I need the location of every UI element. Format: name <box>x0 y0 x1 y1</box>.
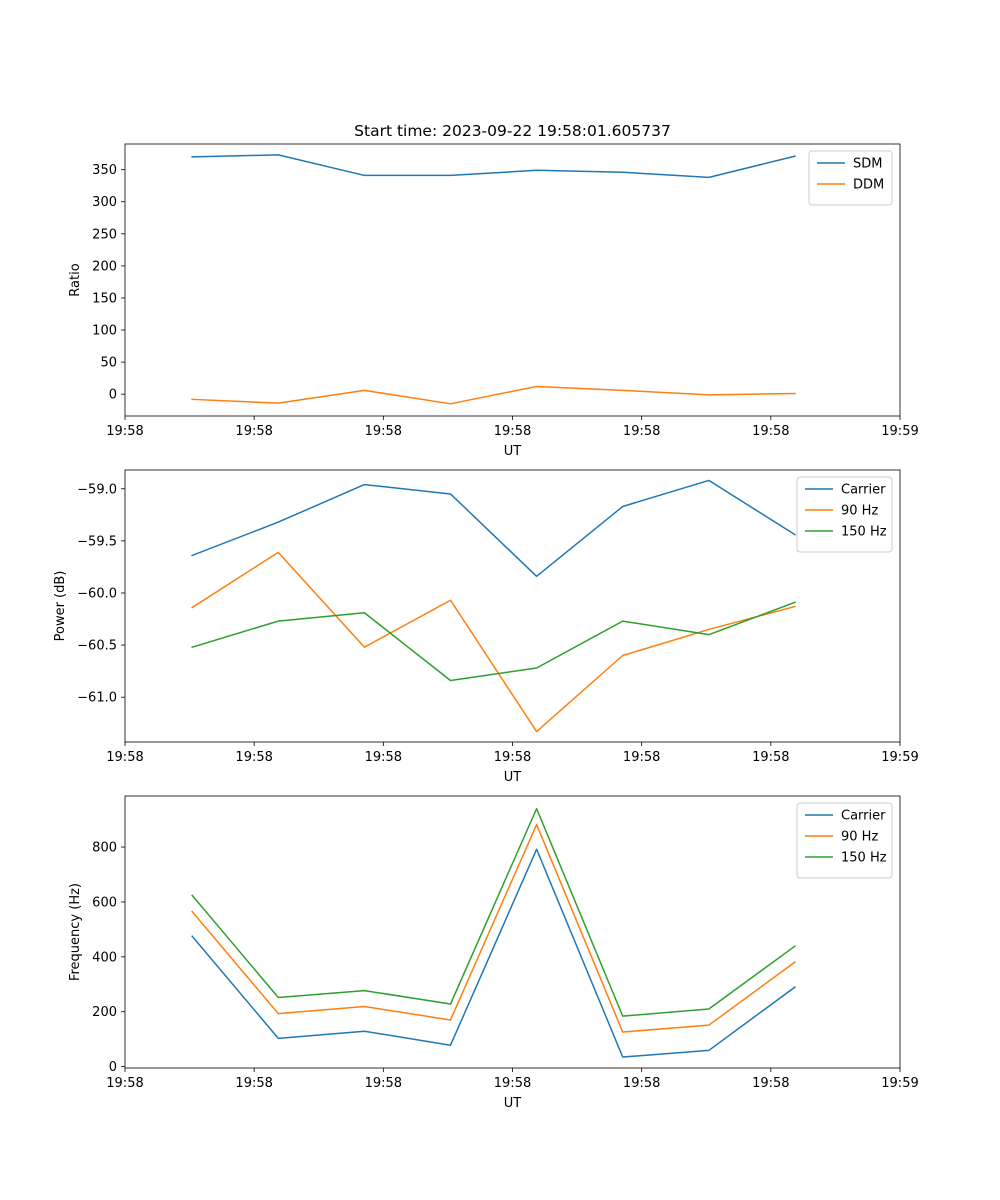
x-axis-label: UT <box>504 444 522 459</box>
series-line-carrier <box>191 848 796 1058</box>
y-tick-label: 0 <box>109 1060 117 1075</box>
x-tick-label: 19:58 <box>365 750 402 765</box>
axes-frame <box>124 143 901 417</box>
x-tick-label: 19:59 <box>881 750 918 765</box>
axes-frame <box>124 469 901 743</box>
series-line-carrier <box>191 479 796 578</box>
x-tick-label: 19:58 <box>235 424 272 439</box>
y-tick-label: 0 <box>109 388 117 403</box>
x-tick-label: 19:59 <box>881 424 918 439</box>
legend-label: Carrier <box>841 483 886 498</box>
x-tick-label: 19:58 <box>106 750 143 765</box>
legend-label: Carrier <box>841 809 886 824</box>
x-tick-label: 19:58 <box>752 1076 789 1091</box>
x-tick-label: 19:58 <box>235 750 272 765</box>
series-line-150-hz <box>191 601 796 682</box>
legend-label: 150 Hz <box>841 851 887 866</box>
x-tick-label: 19:58 <box>752 424 789 439</box>
x-tick-label: 19:58 <box>235 1076 272 1091</box>
legend: Carrier 90 Hz 150 Hz <box>796 802 893 879</box>
x-tick-label: 19:58 <box>106 424 143 439</box>
y-tick-label: 200 <box>92 1005 117 1020</box>
chart-panel-1: 19:58 19:58 19:58 19:58 19:58 19:58 19:59 0 50 10… <box>68 143 919 459</box>
x-tick-label: 19:58 <box>623 1076 660 1091</box>
series-line-150-hz <box>191 807 796 1017</box>
legend-box <box>796 802 893 879</box>
x-tick-label: 19:58 <box>494 1076 531 1091</box>
x-tick-label: 19:58 <box>623 750 660 765</box>
series-line-90-hz <box>191 551 796 733</box>
y-tick-label: 100 <box>92 324 117 339</box>
x-axis-label: UT <box>504 1096 522 1111</box>
y-tick-label: 300 <box>92 195 117 210</box>
y-axis-label: Ratio <box>68 263 83 296</box>
x-tick-label: 19:58 <box>365 1076 402 1091</box>
y-tick-label: −60.5 <box>77 639 117 654</box>
x-tick-label: 19:58 <box>494 424 531 439</box>
legend: Carrier 90 Hz 150 Hz <box>796 476 893 553</box>
y-tick-label: −60.0 <box>77 586 117 601</box>
legend-label: DDM <box>853 178 884 193</box>
x-tick-label: 19:58 <box>623 424 660 439</box>
legend-label: 90 Hz <box>841 504 878 519</box>
axes-frame <box>124 795 901 1069</box>
series-line-90-hz <box>191 823 796 1033</box>
series-line-sdm <box>191 154 796 179</box>
chart-panel-3: 19:58 19:58 19:58 19:58 19:58 19:58 19:59 0 200 4… <box>68 795 919 1111</box>
y-axis-label: Frequency (Hz) <box>68 883 83 981</box>
legend-label: 150 Hz <box>841 525 887 540</box>
y-tick-label: 200 <box>92 259 117 274</box>
x-tick-label: 19:58 <box>106 1076 143 1091</box>
y-tick-label: 600 <box>92 895 117 910</box>
y-tick-label: 400 <box>92 950 117 965</box>
x-tick-label: 19:58 <box>752 750 789 765</box>
figure-title: Start time: 2023-09-22 19:58:01.605737 <box>354 122 671 140</box>
x-tick-label: 19:58 <box>494 750 531 765</box>
x-axis-label: UT <box>504 770 522 785</box>
legend: SDM DDM <box>808 150 893 206</box>
y-tick-label: 250 <box>92 227 117 242</box>
charts-container: 19:58 19:58 19:58 19:58 19:58 19:58 19:59 0 50 10… <box>53 143 919 1111</box>
legend-box <box>796 476 893 553</box>
y-tick-label: −61.0 <box>77 691 117 706</box>
y-tick-label: −59.0 <box>77 482 117 497</box>
chart-panel-2: 19:58 19:58 19:58 19:58 19:58 19:58 19:59 −61.0… <box>53 469 919 785</box>
series-line-ddm <box>191 385 796 405</box>
legend-box <box>808 150 893 206</box>
legend-label: 90 Hz <box>841 830 878 845</box>
y-tick-label: −59.5 <box>77 534 117 549</box>
x-tick-label: 19:58 <box>365 424 402 439</box>
y-tick-label: 50 <box>100 356 117 371</box>
y-tick-label: 150 <box>92 291 117 306</box>
y-axis-label: Power (dB) <box>53 571 68 642</box>
legend-label: SDM <box>853 157 882 172</box>
y-tick-label: 350 <box>92 163 117 178</box>
y-tick-label: 800 <box>92 841 117 856</box>
x-tick-label: 19:59 <box>881 1076 918 1091</box>
